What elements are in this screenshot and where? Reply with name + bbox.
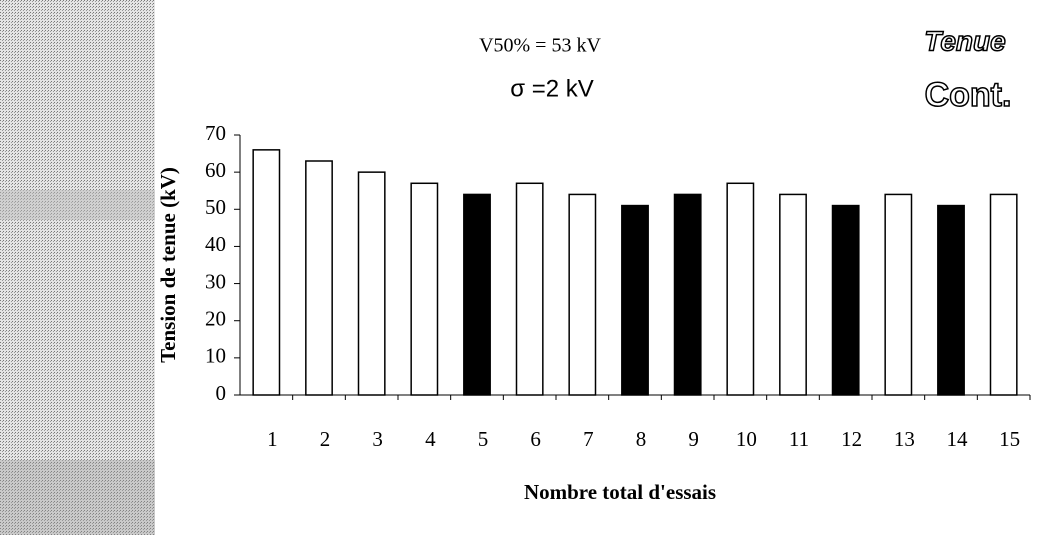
y-tick-label: 50 xyxy=(205,195,226,219)
bar xyxy=(252,149,281,396)
logo-text: Cont. xyxy=(925,76,1012,114)
x-tick-label: 14 xyxy=(947,427,969,451)
annotation: σ =2 kV xyxy=(510,75,594,102)
photo-strip xyxy=(0,0,155,535)
x-tick-label: 6 xyxy=(530,427,541,451)
bar xyxy=(568,193,597,396)
bar xyxy=(515,182,544,396)
bar xyxy=(884,193,913,396)
y-tick-label: 70 xyxy=(205,121,226,145)
x-tick-label: 2 xyxy=(320,427,331,451)
bar xyxy=(463,193,491,396)
y-tick-label: 0 xyxy=(216,381,227,405)
bar xyxy=(779,193,807,396)
photo-shade xyxy=(0,460,155,535)
y-tick-label: 20 xyxy=(205,307,226,331)
bar xyxy=(357,171,386,396)
x-tick-label: 9 xyxy=(688,427,699,451)
bar xyxy=(673,193,702,396)
bar xyxy=(989,193,1018,396)
annotation: V50% = 53 kV xyxy=(479,35,601,57)
x-axis-title: Nombre total d'essais xyxy=(524,480,716,504)
bar xyxy=(726,182,755,396)
bar xyxy=(305,160,333,396)
x-tick-label: 7 xyxy=(583,427,594,451)
y-tick-label: 30 xyxy=(205,269,226,293)
bar xyxy=(937,204,965,396)
y-axis-title: Tension de tenue (kV) xyxy=(156,167,180,363)
x-tick-label: 12 xyxy=(841,427,862,451)
bar xyxy=(831,204,860,396)
y-tick-label: 40 xyxy=(205,232,226,256)
x-tick-label: 8 xyxy=(636,427,647,451)
x-tick-label: 13 xyxy=(894,427,915,451)
x-tick-label: 5 xyxy=(478,427,489,451)
bar xyxy=(621,204,649,396)
x-tick-label: 10 xyxy=(736,427,757,451)
y-tick-label: 10 xyxy=(205,344,226,368)
x-tick-label: 4 xyxy=(425,427,436,451)
bar xyxy=(410,182,439,396)
logo-text: Tenue xyxy=(924,25,1005,56)
x-tick-label: 3 xyxy=(372,427,383,451)
x-tick-label: 1 xyxy=(267,427,278,451)
x-tick-label: 11 xyxy=(789,427,809,451)
x-tick-label: 15 xyxy=(999,427,1020,451)
photo-band xyxy=(0,190,155,220)
y-tick-label: 60 xyxy=(205,158,226,182)
